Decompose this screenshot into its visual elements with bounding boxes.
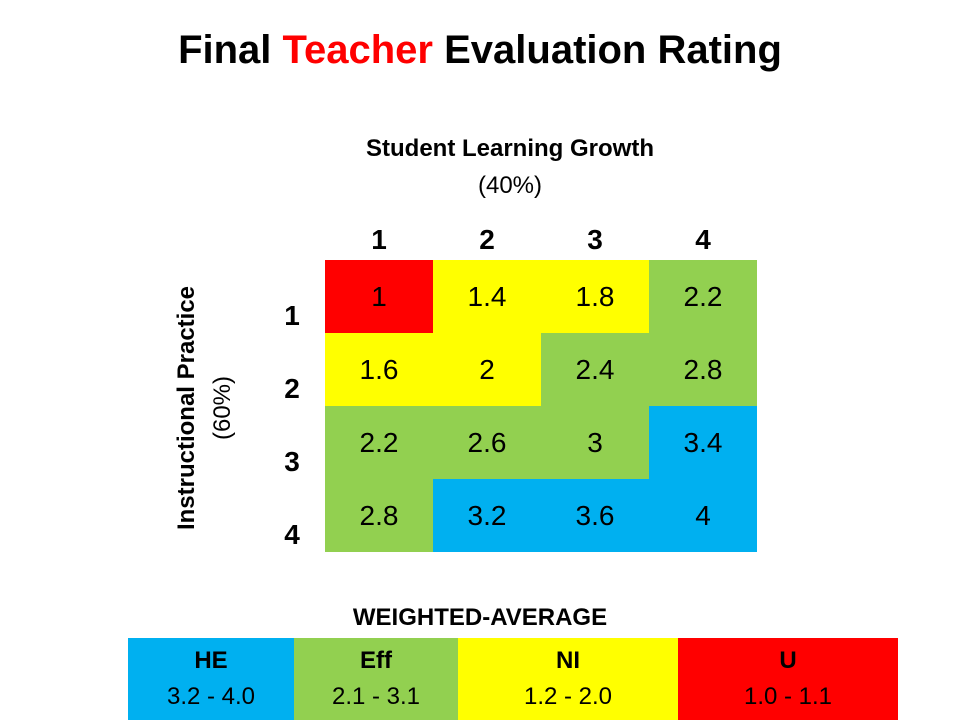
grid-cell: 2.8 xyxy=(649,333,757,406)
legend-item-he: HE 3.2 - 4.0 xyxy=(128,638,294,720)
column-number: 4 xyxy=(695,224,711,255)
grid-cell: 1.8 xyxy=(541,260,649,333)
legend-abbr: HE xyxy=(194,647,228,674)
row-number: 3 xyxy=(284,446,300,477)
column-axis-title: Student Learning Growth (40%) xyxy=(330,130,690,204)
legend-range: 1.0 - 1.1 xyxy=(743,683,833,710)
grid-cell: 2.6 xyxy=(433,406,541,479)
grid-cell: 3.4 xyxy=(649,406,757,479)
column-axis-weight: (40%) xyxy=(477,172,543,199)
legend-abbr: U xyxy=(779,647,797,674)
row-number: 4 xyxy=(284,519,300,550)
legend-range: 1.2 - 2.0 xyxy=(523,683,613,710)
grid-cell: 3.6 xyxy=(541,479,649,552)
legend-item-eff: Eff 2.1 - 3.1 xyxy=(294,638,458,720)
grid-cell: 3 xyxy=(541,406,649,479)
column-axis-label: Student Learning Growth xyxy=(366,135,654,162)
legend-range: 2.1 - 3.1 xyxy=(331,683,421,710)
legend-range: 3.2 - 4.0 xyxy=(166,683,256,710)
column-number: 3 xyxy=(587,224,603,255)
grid-cell: 2.2 xyxy=(649,260,757,333)
grid-cell: 1 xyxy=(325,260,433,333)
row-number: 1 xyxy=(284,300,300,331)
legend-item-u: U 1.0 - 1.1 xyxy=(678,638,898,720)
legend-item-ni: NI 1.2 - 2.0 xyxy=(458,638,678,720)
grid-cell: 2.8 xyxy=(325,479,433,552)
row-number: 2 xyxy=(284,373,300,404)
row-axis-weight: (60%) xyxy=(209,375,236,441)
row-axis-label: Instructional Practice xyxy=(173,285,200,531)
title-part-2: Evaluation Rating xyxy=(432,28,782,72)
page-title: Final Teacher Evaluation Rating xyxy=(0,28,960,73)
grid-cell: 2 xyxy=(433,333,541,406)
grid-cell: 1.4 xyxy=(433,260,541,333)
legend-abbr: NI xyxy=(556,647,580,674)
grid-cell: 2.4 xyxy=(541,333,649,406)
grid-cell: 4 xyxy=(649,479,757,552)
grid-cell: 2.2 xyxy=(325,406,433,479)
column-number: 1 xyxy=(371,224,387,255)
title-accent: Teacher xyxy=(282,28,433,72)
weighted-average-title: WEIGHTED-AVERAGE xyxy=(352,604,608,631)
row-axis-title: Instructional Practice (60%) xyxy=(169,248,241,568)
grid-cell: 3.2 xyxy=(433,479,541,552)
grid-cell: 1.6 xyxy=(325,333,433,406)
title-part-1: Final xyxy=(178,28,283,72)
column-number: 2 xyxy=(479,224,495,255)
legend-abbr: Eff xyxy=(360,647,392,674)
